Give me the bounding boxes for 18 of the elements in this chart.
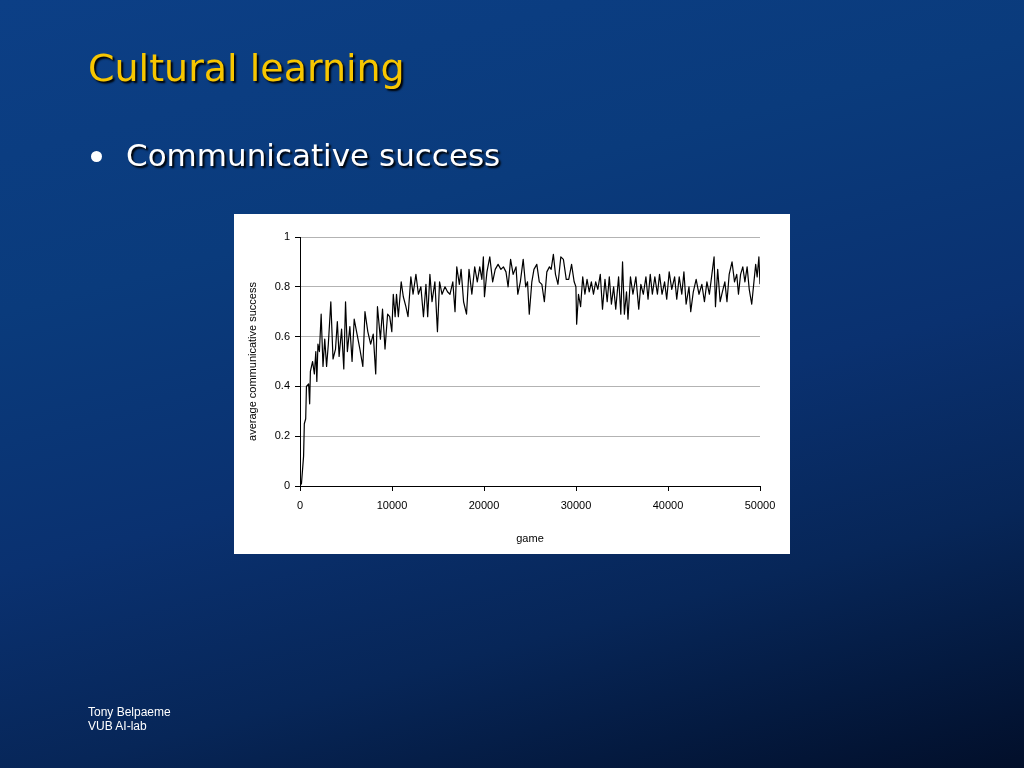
y-tick-label: 0 xyxy=(283,479,290,492)
y-tick-label: 1 xyxy=(283,230,290,243)
x-axis-title: game xyxy=(516,532,544,545)
chart-title: Cultural learning xyxy=(88,45,405,92)
text: VUB AI-lab xyxy=(88,719,148,733)
x-tick-label: 50000 xyxy=(744,498,776,511)
x-tick-label: 40000 xyxy=(652,498,684,511)
y-tick-label: 0.6 xyxy=(274,329,290,342)
x-tick-label: 30000 xyxy=(560,498,592,511)
text: Tony Belpaeme xyxy=(88,705,171,719)
x-tick-label: 20000 xyxy=(468,498,500,511)
chart-subtitle: Communicative success xyxy=(126,136,501,174)
y-tick-label: 0.8 xyxy=(274,279,290,292)
y-axis-title: average communicative success xyxy=(245,281,258,441)
y-tick-label: 0.2 xyxy=(274,429,290,442)
y-tick-label: 0.4 xyxy=(274,379,290,392)
x-tick-label: 0 xyxy=(296,498,304,511)
x-tick-label: 10000 xyxy=(376,498,408,511)
